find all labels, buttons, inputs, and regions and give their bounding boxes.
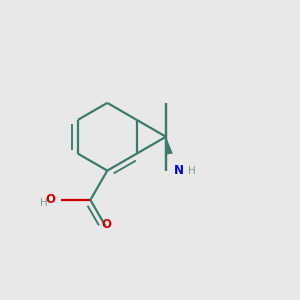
- Text: O: O: [45, 193, 55, 206]
- Polygon shape: [165, 137, 173, 155]
- Text: N: N: [174, 164, 184, 176]
- Text: H: H: [188, 167, 196, 176]
- Text: O: O: [102, 218, 112, 231]
- Text: H: H: [40, 198, 47, 208]
